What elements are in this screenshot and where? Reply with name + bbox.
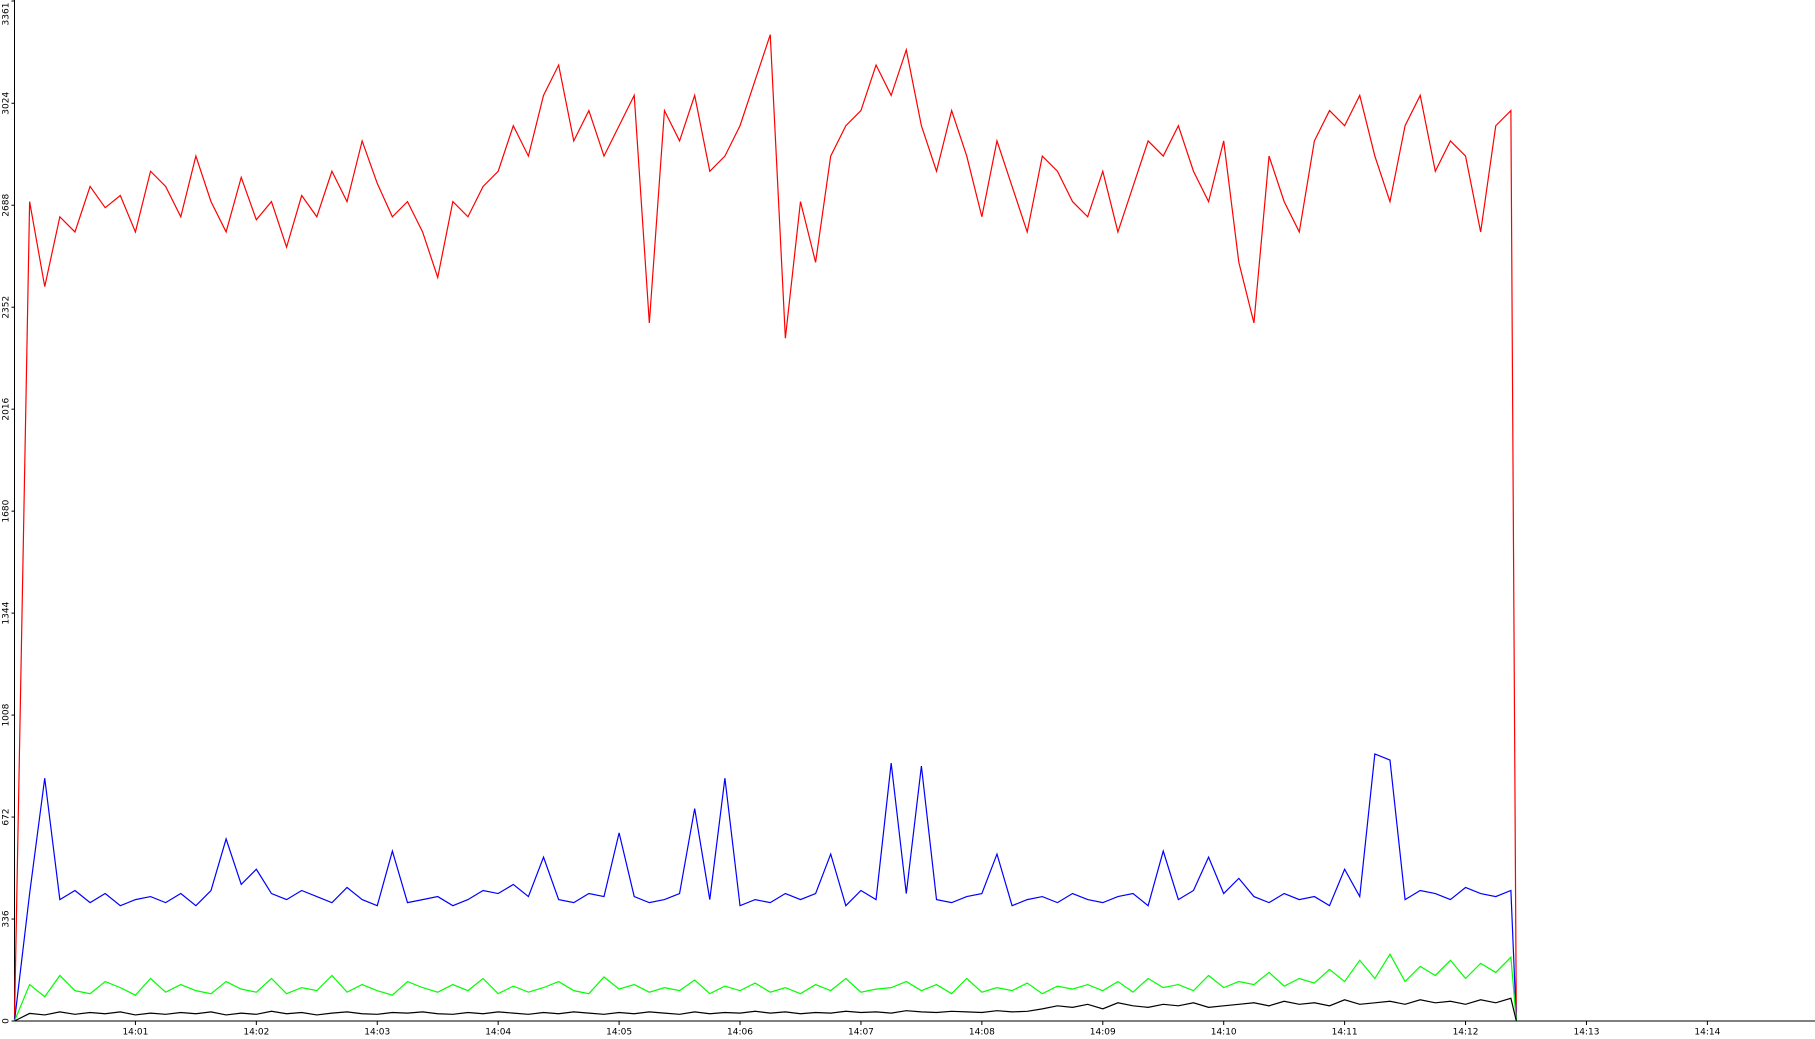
series-line — [13, 34, 1517, 1022]
y-tick-label: 2352 — [2, 296, 12, 319]
x-tick-label: 14:01 — [122, 1028, 148, 1038]
x-tick-label: 14:08 — [969, 1028, 995, 1038]
y-tick-label: 3024 — [2, 92, 12, 115]
x-tick-label: 14:12 — [1453, 1028, 1479, 1038]
y-tick-label: 672 — [2, 808, 12, 825]
x-tick-label: 14:13 — [1573, 1028, 1599, 1038]
x-tick-label: 14:10 — [1211, 1028, 1237, 1038]
x-tick-label: 14:02 — [243, 1028, 269, 1038]
series-line — [13, 753, 1517, 1022]
y-tick-label: 1344 — [2, 601, 12, 624]
x-tick-label: 14:03 — [364, 1028, 390, 1038]
x-tick-label: 14:05 — [606, 1028, 632, 1038]
y-tick-label: 3361 — [2, 3, 12, 26]
x-tick-label: 14:06 — [727, 1028, 753, 1038]
series-line — [13, 953, 1517, 1022]
x-tick-label: 14:04 — [485, 1028, 511, 1038]
y-tick-label: 1680 — [2, 499, 12, 522]
x-tick-label: 14:11 — [1332, 1028, 1358, 1038]
x-tick-label: 14:07 — [848, 1028, 874, 1038]
y-tick-label: 0 — [2, 1018, 12, 1024]
y-tick-label: 336 — [2, 910, 12, 927]
x-tick-label: 14:14 — [1694, 1028, 1720, 1038]
series-line — [14, 997, 1517, 1022]
y-tick-label: 2688 — [2, 194, 12, 217]
y-tick-label: 2016 — [2, 397, 12, 420]
y-tick-label: 1008 — [2, 703, 12, 726]
x-tick-label: 14:09 — [1090, 1028, 1116, 1038]
